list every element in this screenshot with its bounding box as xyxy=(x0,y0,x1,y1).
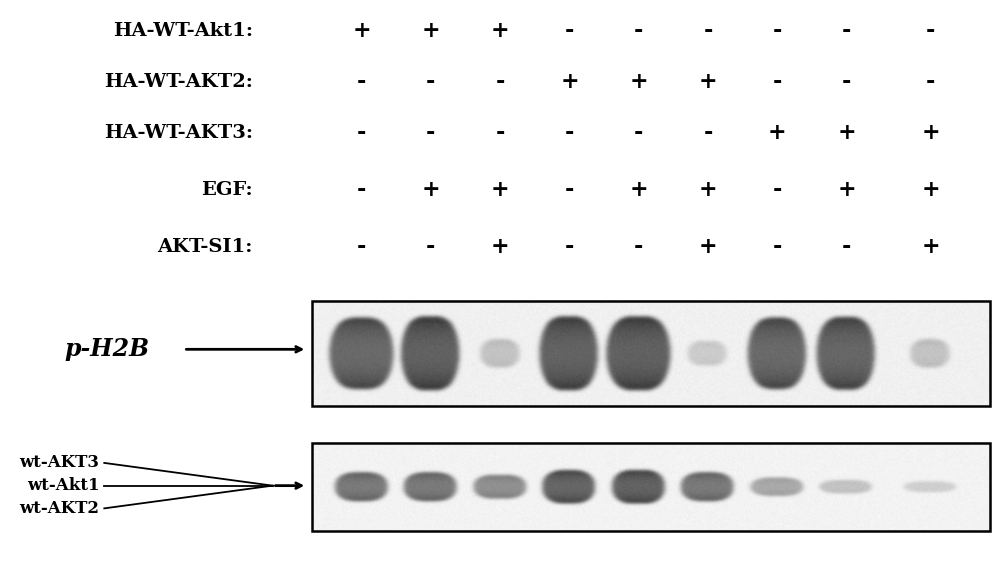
Text: +: + xyxy=(699,179,717,201)
Text: -: - xyxy=(634,236,643,258)
Text: HA-WT-Akt1:: HA-WT-Akt1: xyxy=(113,22,253,40)
Text: +: + xyxy=(699,72,717,93)
Text: -: - xyxy=(773,20,782,42)
Text: -: - xyxy=(842,20,851,42)
Text: -: - xyxy=(565,20,574,42)
Text: -: - xyxy=(565,123,574,144)
Text: +: + xyxy=(629,72,648,93)
Text: -: - xyxy=(426,123,436,144)
Text: -: - xyxy=(357,179,366,201)
Text: p-H2B: p-H2B xyxy=(65,337,150,361)
Text: AKT-SI1:: AKT-SI1: xyxy=(157,238,253,256)
Text: +: + xyxy=(768,123,787,144)
Text: -: - xyxy=(357,123,366,144)
Text: -: - xyxy=(842,72,851,93)
Text: wt-AKT2: wt-AKT2 xyxy=(19,500,99,517)
Text: -: - xyxy=(426,72,436,93)
Text: -: - xyxy=(495,123,505,144)
Text: +: + xyxy=(921,123,940,144)
Text: +: + xyxy=(921,236,940,258)
Text: -: - xyxy=(926,20,935,42)
Text: -: - xyxy=(842,236,851,258)
Bar xyxy=(312,443,990,531)
Text: +: + xyxy=(921,179,940,201)
Text: -: - xyxy=(926,72,935,93)
Text: -: - xyxy=(565,179,574,201)
Bar xyxy=(312,301,990,406)
Text: HA-WT-AKT2:: HA-WT-AKT2: xyxy=(104,73,253,91)
Text: -: - xyxy=(773,72,782,93)
Text: -: - xyxy=(634,123,643,144)
Text: -: - xyxy=(703,20,713,42)
Text: +: + xyxy=(422,179,440,201)
Text: -: - xyxy=(357,72,366,93)
Text: wt-Akt1: wt-Akt1 xyxy=(27,477,99,494)
Text: -: - xyxy=(495,72,505,93)
Text: -: - xyxy=(703,123,713,144)
Text: +: + xyxy=(352,20,371,42)
Text: +: + xyxy=(422,20,440,42)
Text: +: + xyxy=(837,179,856,201)
Text: -: - xyxy=(773,179,782,201)
Text: +: + xyxy=(491,20,509,42)
Text: -: - xyxy=(357,236,366,258)
Text: -: - xyxy=(426,236,436,258)
Text: +: + xyxy=(629,179,648,201)
Text: HA-WT-AKT3:: HA-WT-AKT3: xyxy=(104,124,253,143)
Text: +: + xyxy=(491,236,509,258)
Text: +: + xyxy=(699,236,717,258)
Text: +: + xyxy=(491,179,509,201)
Text: wt-AKT3: wt-AKT3 xyxy=(19,454,99,471)
Text: EGF:: EGF: xyxy=(201,181,253,199)
Text: -: - xyxy=(773,236,782,258)
Text: +: + xyxy=(560,72,579,93)
Text: +: + xyxy=(837,123,856,144)
Text: -: - xyxy=(634,20,643,42)
Text: -: - xyxy=(565,236,574,258)
